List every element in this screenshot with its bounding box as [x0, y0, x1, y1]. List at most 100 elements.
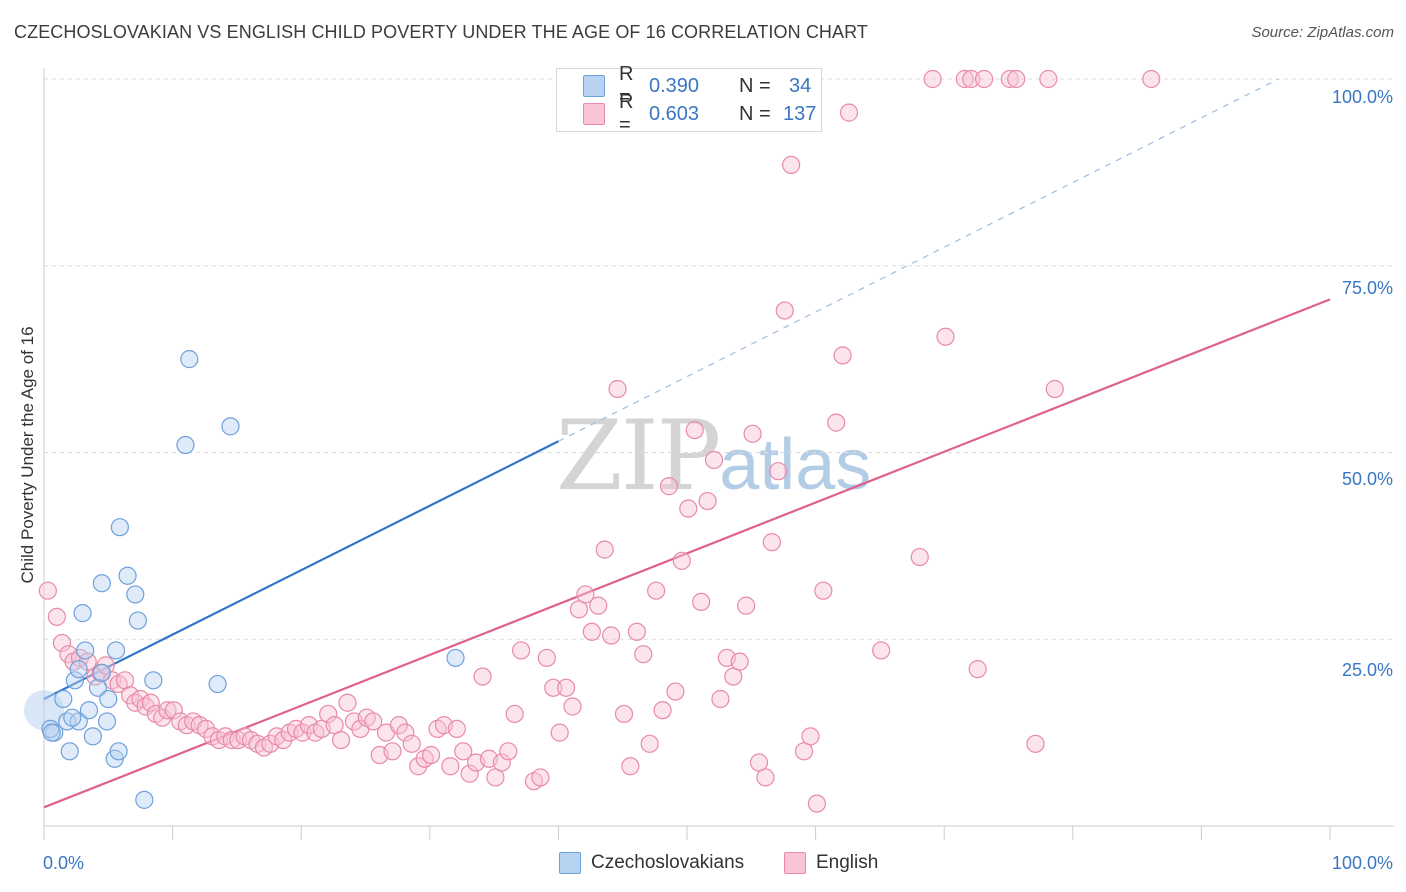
- legend-n-label: N =: [739, 102, 771, 125]
- english-point: [544, 678, 563, 697]
- english-point: [962, 69, 981, 89]
- chart-title: CZECHOSLOVAKIAN VS ENGLISH CHILD POVERTY…: [14, 22, 868, 42]
- english-point: [492, 753, 511, 772]
- english-point: [692, 592, 711, 612]
- english-point: [968, 660, 987, 679]
- english-swatch: [784, 852, 806, 874]
- english-point: [794, 742, 814, 761]
- english-point: [724, 667, 743, 686]
- english-point: [634, 645, 653, 664]
- english-point: [1142, 69, 1161, 89]
- english-point: [473, 667, 492, 686]
- x-tick-max: 100.0%: [1331, 853, 1393, 873]
- czech-swatch: [583, 75, 605, 97]
- czech-point: [88, 678, 108, 697]
- czech-point: [24, 690, 64, 731]
- english-point: [704, 450, 724, 470]
- english-point: [589, 596, 608, 615]
- english-point: [782, 155, 801, 175]
- czech-point: [221, 417, 240, 436]
- english-points: [38, 69, 1161, 813]
- english-point: [550, 723, 569, 742]
- bottom-legend-english[interactable]: English: [784, 852, 878, 874]
- czech-n-value: 34: [789, 74, 812, 97]
- english-point: [627, 622, 646, 641]
- y-axis-label: Child Poverty Under the Age of 16: [18, 326, 37, 584]
- english-point: [910, 547, 929, 567]
- czech-point: [92, 663, 111, 682]
- czech-point: [69, 660, 88, 679]
- czech-trend: [43, 78, 1279, 700]
- zipatlas-watermark: ZIPatlas: [556, 400, 871, 512]
- english-point: [685, 420, 704, 440]
- y-tick-50: 50.0%: [1341, 469, 1393, 489]
- english-point: [762, 533, 781, 552]
- czech-swatch: [559, 852, 581, 874]
- czech-point: [97, 712, 117, 731]
- czech-point: [60, 742, 79, 761]
- english-r-value: 0.603: [649, 102, 700, 125]
- czech-point: [180, 350, 199, 369]
- english-point: [711, 689, 730, 709]
- bottom-legend-czech[interactable]: Czechoslovakians: [559, 852, 744, 874]
- english-point: [402, 734, 421, 753]
- y-tick-25: 25.0%: [1341, 660, 1393, 680]
- czech-point: [176, 435, 195, 455]
- czech-point: [83, 727, 102, 746]
- english-point: [640, 734, 659, 753]
- legend: R = 0.390 N = 34 R = 0.603 N = 137: [556, 63, 822, 136]
- czech-point: [73, 604, 92, 623]
- english-point: [52, 633, 72, 653]
- english-point: [814, 581, 833, 600]
- english-point: [807, 794, 826, 813]
- watermark-zip: ZIP: [556, 400, 721, 512]
- english-point: [1007, 69, 1026, 89]
- czech-point: [144, 671, 163, 690]
- english-point: [38, 581, 57, 600]
- czech-point: [76, 641, 95, 660]
- english-point: [614, 704, 634, 724]
- english-point: [460, 764, 479, 783]
- english-point: [364, 712, 383, 731]
- x-tick-min: 0.0%: [43, 853, 85, 873]
- english-point: [563, 697, 582, 716]
- english-point: [164, 701, 183, 720]
- czech-point: [63, 708, 82, 727]
- english-point: [331, 730, 351, 750]
- english-point: [595, 540, 614, 559]
- english-point: [421, 745, 441, 765]
- english-point: [936, 327, 955, 346]
- english-point: [47, 607, 66, 626]
- english-point: [582, 622, 601, 641]
- english-point: [409, 757, 428, 776]
- czech-trend-extension: [558, 78, 1279, 442]
- english-legend-label: English: [816, 852, 879, 873]
- english-point: [396, 723, 415, 742]
- czech-point: [135, 790, 154, 809]
- english-point: [505, 704, 524, 724]
- legend-row-english: R = 0.603 N = 137: [583, 91, 816, 136]
- czech-point: [110, 518, 129, 537]
- english-point: [737, 596, 756, 615]
- english-point: [383, 742, 402, 761]
- english-point: [1000, 69, 1019, 89]
- english-point: [659, 477, 679, 496]
- czech-point: [208, 674, 227, 694]
- english-point: [499, 742, 518, 761]
- y-tick-75: 75.0%: [1341, 278, 1393, 298]
- czech-point: [65, 671, 84, 690]
- english-point: [872, 641, 891, 660]
- legend-row-czech: R = 0.390 N = 34: [583, 63, 812, 108]
- english-point: [196, 719, 216, 738]
- english-point: [653, 701, 672, 720]
- czech-point: [126, 585, 145, 604]
- czech-point: [54, 689, 73, 709]
- english-point: [319, 704, 338, 724]
- english-point: [158, 701, 177, 720]
- english-point: [389, 716, 409, 735]
- czech-point: [92, 574, 111, 593]
- czech-point: [99, 689, 118, 709]
- english-point: [602, 626, 621, 645]
- english-point: [679, 499, 698, 518]
